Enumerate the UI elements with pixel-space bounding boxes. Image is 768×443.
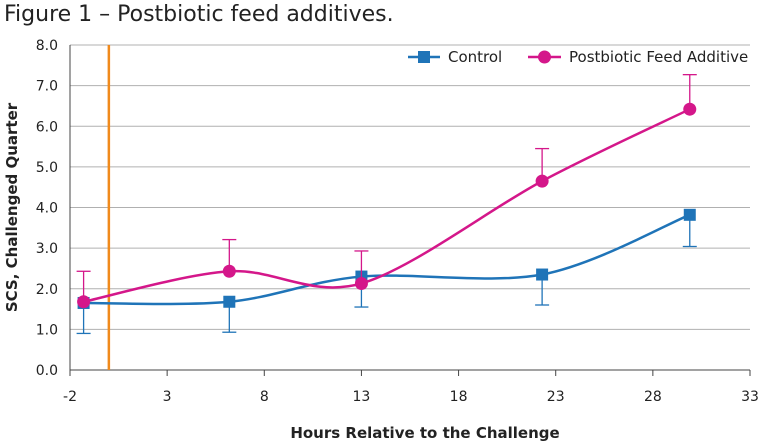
control-data-point: [223, 295, 236, 308]
x-tick-label: 3: [163, 389, 172, 405]
legend-control-label: Control: [448, 48, 502, 66]
y-tick-label: 6.0: [36, 119, 58, 135]
y-tick-label: 7.0: [36, 79, 58, 95]
control-data-point: [683, 208, 696, 221]
x-axis-label: Hours Relative to the Challenge: [290, 424, 559, 442]
y-tick-label: 3.0: [36, 241, 58, 257]
y-axis-label: SCS, Challenged Quarter: [3, 102, 21, 312]
control-data-point: [536, 268, 549, 281]
y-tick-label: 1.0: [36, 322, 58, 338]
y-tick-label: 4.0: [36, 201, 58, 217]
postbiotic-series-line: [83, 108, 691, 303]
figure-title: Figure 1 – Postbiotic feed additives.: [4, 2, 394, 27]
postbiotic-data-point: [77, 295, 91, 309]
postbiotic-data-point: [535, 174, 549, 188]
postbiotic-data-point: [354, 276, 368, 290]
x-tick-label: 28: [644, 389, 662, 405]
x-tick-label: 23: [547, 389, 565, 405]
postbiotic-data-point: [683, 102, 697, 116]
x-tick-label: -2: [63, 389, 77, 405]
y-tick-label: 0.0: [36, 363, 58, 379]
x-tick-label: 13: [353, 389, 371, 405]
x-tick-label: 18: [450, 389, 468, 405]
postbiotic-data-point: [222, 264, 236, 278]
y-tick-label: 2.0: [36, 282, 58, 298]
legend-postbiotic-marker: [538, 50, 551, 64]
y-tick-label: 5.0: [36, 160, 58, 176]
legend-control-marker: [418, 51, 430, 63]
x-tick-label: 8: [260, 389, 269, 405]
legend-postbiotic-label: Postbiotic Feed Additive: [569, 48, 748, 66]
control-series-line: [83, 213, 691, 306]
y-tick-label: 8.0: [36, 38, 58, 54]
x-tick-label: 33: [741, 389, 759, 405]
